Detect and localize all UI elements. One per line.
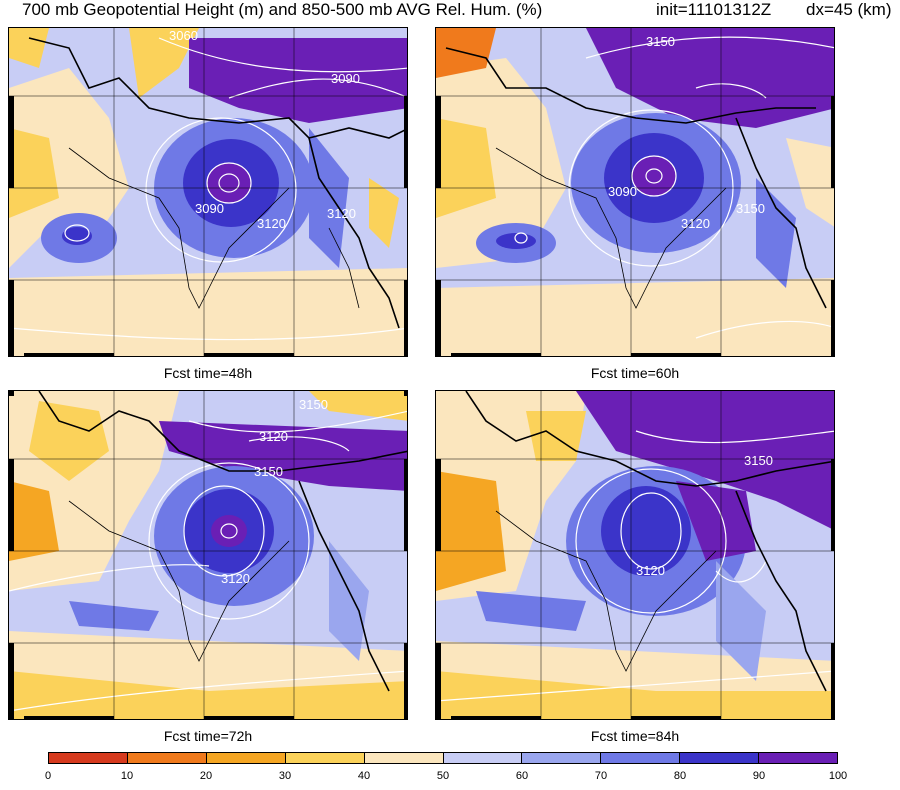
colorbar-segment bbox=[49, 753, 128, 763]
panel-caption-60h: Fcst time=60h bbox=[590, 365, 680, 381]
colorbar-segment bbox=[127, 753, 207, 763]
colorbar-tick-label: 50 bbox=[436, 770, 450, 782]
contour-label: 3120 bbox=[221, 571, 250, 586]
panel-caption-72h: Fcst time=72h bbox=[163, 728, 253, 744]
contour-label: 3120 bbox=[681, 216, 710, 231]
map-panel-72h: 3150 3120 3150 3120 bbox=[8, 390, 408, 720]
contour-label: 3150 bbox=[744, 453, 773, 468]
colorbar-segment bbox=[443, 753, 523, 763]
title-main: 700 mb Geopotential Height (m) and 850-5… bbox=[22, 0, 543, 19]
map-60h: 3150 3090 3120 3150 bbox=[436, 28, 834, 356]
map-72h: 3150 3120 3150 3120 bbox=[9, 391, 407, 719]
colorbar-tick-label: 20 bbox=[199, 770, 213, 782]
colorbar-tick-label: 100 bbox=[828, 770, 848, 782]
colorbar-segment bbox=[680, 753, 760, 763]
contour-label: 3120 bbox=[636, 563, 665, 578]
panel-caption-84h: Fcst time=84h bbox=[590, 728, 680, 744]
contour-label: 3150 bbox=[299, 397, 328, 412]
colorbar-segment bbox=[206, 753, 286, 763]
contour-label: 3090 bbox=[608, 184, 637, 199]
map-panel-48h: 3090 3090 3120 3120 3060 bbox=[8, 27, 408, 357]
colorbar-tick-label: 80 bbox=[673, 770, 687, 782]
panel-caption-48h: Fcst time=48h bbox=[163, 365, 253, 381]
contour-label: 3060 bbox=[169, 28, 198, 43]
contour-label: 3090 bbox=[331, 71, 360, 86]
map-panel-60h: 3150 3090 3120 3150 bbox=[435, 27, 835, 357]
colorbar-tick-label: 90 bbox=[752, 770, 766, 782]
contour-label: 3150 bbox=[254, 464, 283, 479]
title-init: init=11101312Z bbox=[656, 0, 772, 19]
contour-label: 3150 bbox=[736, 201, 765, 216]
figure-title: 700 mb Geopotential Height (m) and 850-5… bbox=[0, 0, 900, 22]
map-panel-84h: 3150 3120 bbox=[435, 390, 835, 720]
colorbar-tick-label: 0 bbox=[44, 770, 52, 782]
colorbar-segment bbox=[285, 753, 365, 763]
colorbar-segment bbox=[759, 753, 838, 763]
map-48h: 3090 3090 3120 3120 3060 bbox=[9, 28, 407, 356]
colorbar-segment bbox=[364, 753, 444, 763]
colorbar-tick-label: 30 bbox=[278, 770, 292, 782]
title-dx: dx=45 (km) bbox=[806, 0, 892, 19]
contour-label: 3120 bbox=[257, 216, 286, 231]
contour-label: 3120 bbox=[327, 206, 356, 221]
map-84h: 3150 3120 bbox=[436, 391, 834, 719]
colorbar bbox=[48, 752, 838, 764]
colorbar-tick-label: 10 bbox=[120, 770, 134, 782]
colorbar-segment bbox=[601, 753, 681, 763]
colorbar-tick-label: 60 bbox=[515, 770, 529, 782]
colorbar-tick-label: 40 bbox=[357, 770, 371, 782]
contour-label: 3090 bbox=[195, 201, 224, 216]
contour-label: 3150 bbox=[646, 34, 675, 49]
colorbar-tick-label: 70 bbox=[594, 770, 608, 782]
colorbar-segment bbox=[522, 753, 602, 763]
contour-label: 3120 bbox=[259, 429, 288, 444]
